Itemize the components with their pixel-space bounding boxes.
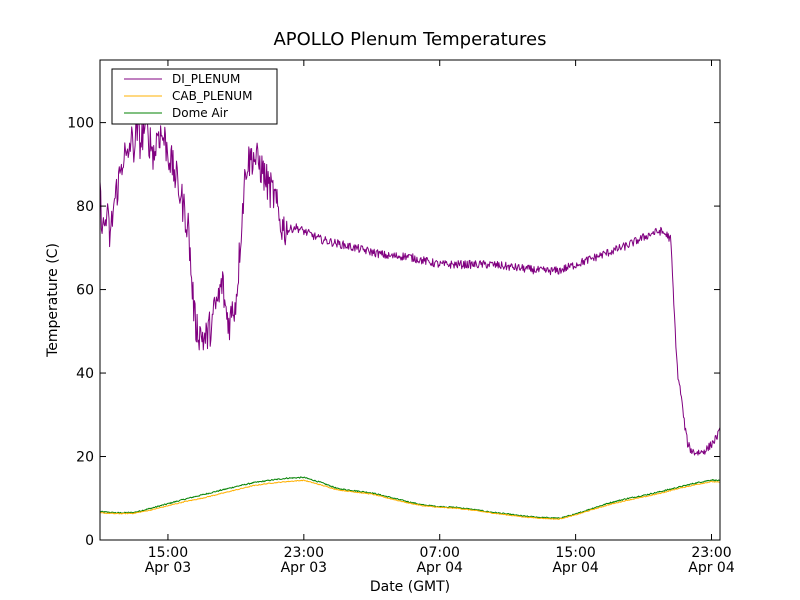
x-tick-time-label: 15:00 [148,545,188,561]
x-tick-time-label: 23:00 [284,545,324,561]
series-line-dome-air [99,476,721,519]
x-tick-date-label: Apr 03 [145,560,191,576]
y-axis-label: Temperature (C) [45,243,61,358]
y-tick-label: 80 [76,199,94,215]
y-tick-label: 0 [85,533,94,549]
legend-label: DI_PLENUM [172,72,240,86]
x-tick-date-label: Apr 04 [688,560,735,576]
x-tick-date-label: Apr 04 [552,560,599,576]
y-tick-label: 40 [76,366,94,382]
y-axis: 0 20 40 60 80 100 [67,116,720,549]
chart-title: APOLLO Plenum Temperatures [273,29,546,50]
y-tick-label: 60 [76,283,94,299]
series-line-cab-plenum [99,479,721,520]
legend-label: Dome Air [172,106,228,120]
y-tick-label: 100 [67,116,94,132]
plot-frame [99,59,721,541]
plot-lines [99,120,721,520]
x-tick-date-label: Apr 04 [416,560,463,576]
x-tick-time-label: 07:00 [420,545,460,561]
x-tick-time-label: 15:00 [555,545,595,561]
y-tick-label: 20 [76,450,94,466]
x-axis-label: Date (GMT) [370,579,450,595]
x-tick-time-label: 23:00 [691,545,731,561]
legend-label: CAB_PLENUM [172,89,252,103]
legend: DI_PLENUM CAB_PLENUM Dome Air [111,68,278,125]
x-tick-date-label: Apr 03 [281,560,327,576]
series-line-di-plenum [99,120,721,456]
